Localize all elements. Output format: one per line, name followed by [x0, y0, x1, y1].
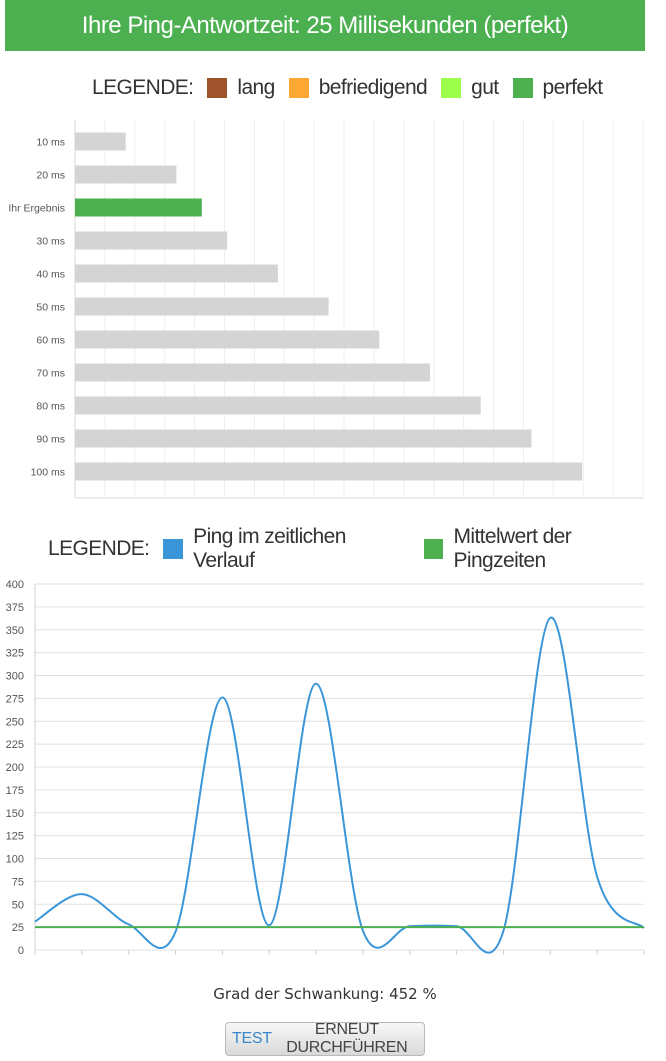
- line-chart-legend: LEGENDE: Ping im zeitlichen Verlauf Mitt…: [48, 525, 666, 573]
- legend-swatch-befriedigend: [288, 78, 309, 98]
- legend-label-mittelwert: Mittelwert der Pingzeiten: [453, 525, 572, 572]
- bar: [75, 231, 228, 250]
- bar-category-label: 60 ms: [36, 335, 65, 347]
- y-tick-label: 175: [6, 785, 24, 797]
- y-tick-label: 0: [18, 945, 24, 957]
- bar-category-label: Ihr Ergebnis: [8, 203, 65, 215]
- bar: [75, 297, 329, 316]
- y-tick-label: 150: [6, 808, 24, 820]
- bar-category-label: 40 ms: [36, 269, 65, 281]
- legend-swatch-mittelwert: [423, 539, 444, 559]
- bar: [75, 132, 126, 151]
- bar: [75, 264, 278, 283]
- legend-title: LEGENDE:: [92, 76, 194, 99]
- legend-swatch-lang: [207, 78, 228, 98]
- y-tick-label: 25: [12, 922, 24, 934]
- bar: [75, 429, 532, 448]
- variation-text: Grad der Schwankung: 452 %: [213, 985, 437, 1003]
- legend-label-perfekt: perfekt: [542, 76, 604, 99]
- legend-title: LEGENDE:: [48, 537, 150, 560]
- legend-label-ping: Ping im zeitlichen Verlauf: [193, 525, 346, 572]
- y-tick-label: 275: [6, 693, 24, 705]
- bar-category-label: 50 ms: [36, 302, 65, 314]
- y-tick-label: 375: [6, 602, 24, 614]
- y-tick-label: 50: [12, 899, 24, 911]
- legend-label-gut: gut: [471, 76, 499, 99]
- bar-chart-legend: LEGENDE: lang befriedigend gut perfekt: [92, 76, 603, 100]
- legend-swatch-gut: [441, 78, 462, 98]
- ping-line-chart: 0 25 50 75 100 125 150 175 200 225 250 275 300 325 350…: [6, 579, 645, 957]
- bar-category-label: 90 ms: [36, 434, 65, 446]
- bar-category-label: 70 ms: [36, 368, 65, 380]
- retest-button[interactable]: TEST ERNEUT DURCHFÜHREN: [225, 1021, 425, 1056]
- legend-swatch-ping: [163, 539, 184, 559]
- bar-category-label: 20 ms: [36, 170, 65, 182]
- bar: [75, 363, 430, 382]
- ping-bar-chart: 10 ms 20 ms Ihr Ergebnis 30 ms 40 ms 50 ms 60 …: [8, 120, 644, 499]
- y-tick-label: 325: [6, 648, 24, 660]
- series-line-ping: [34, 616, 645, 954]
- retest-button-highlight: TEST: [232, 1030, 272, 1047]
- bar: [75, 330, 380, 349]
- y-tick-label: 125: [6, 831, 24, 843]
- legend-label-lang: lang: [237, 76, 275, 99]
- bar: [75, 462, 583, 481]
- y-tick-label: 300: [6, 671, 24, 683]
- y-tick-label: 100: [6, 854, 24, 866]
- legend-swatch-perfekt: [512, 78, 533, 98]
- bar-category-label: 80 ms: [36, 401, 65, 413]
- page-title: Ihre Ping-Antwortzeit: 25 Millisekunden …: [81, 11, 569, 39]
- bar: [75, 396, 481, 415]
- y-tick-label: 75: [12, 876, 24, 888]
- y-tick-label: 400: [6, 579, 24, 591]
- y-tick-label: 200: [6, 762, 24, 774]
- y-tick-label: 350: [6, 625, 24, 637]
- bar: [75, 165, 177, 184]
- bar-category-label: 30 ms: [36, 236, 65, 248]
- retest-button-label: ERNEUT DURCHFÜHREN: [286, 1021, 408, 1056]
- y-tick-label: 225: [6, 739, 24, 751]
- legend-label-befriedigend: befriedigend: [318, 76, 428, 99]
- bar-ihr-ergebnis: [75, 198, 202, 217]
- bar-category-label: 10 ms: [36, 137, 65, 149]
- y-tick-label: 250: [6, 716, 24, 728]
- result-banner: Ihre Ping-Antwortzeit: 25 Millisekunden …: [5, 0, 645, 51]
- bar-category-label: 100 ms: [31, 467, 65, 479]
